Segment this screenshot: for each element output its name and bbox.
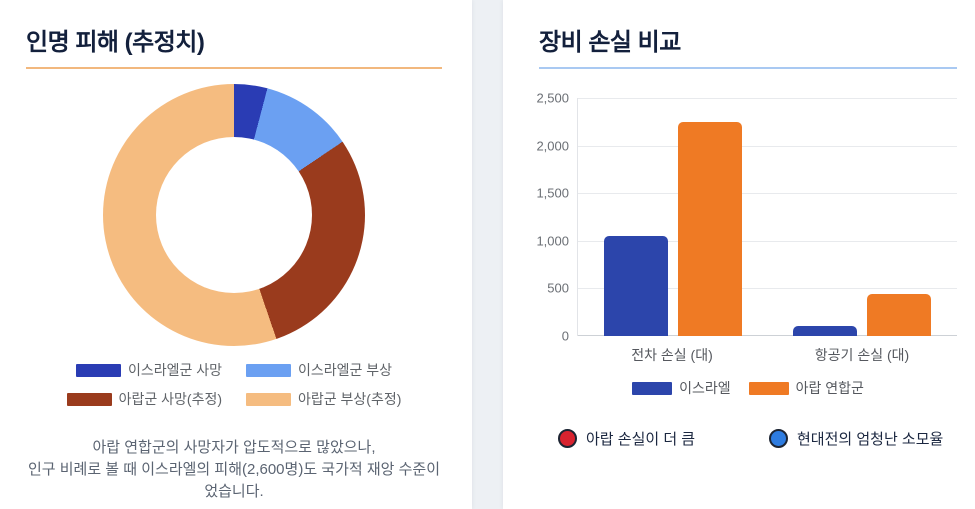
donut-hole (156, 137, 312, 293)
bar-arab-aircraft (867, 294, 932, 336)
gridline (578, 98, 957, 99)
legend-swatch (66, 392, 112, 406)
legend-row: 이스라엘군 사망 이스라엘군 부상 (75, 360, 392, 380)
y-tick: 1,500 (536, 185, 569, 201)
legend-label: 이스라엘군 사망 (127, 362, 222, 378)
y-tick: 1,000 (536, 233, 569, 249)
legend-row: 아랍군 사망(추정) 아랍군 부상(추정) (66, 389, 401, 409)
equipment-bar-chart: 2,500 2,000 1,500 1,000 500 0 (536, 91, 957, 398)
legend-item-israel-wounded: 이스라엘군 부상 (246, 360, 392, 380)
legend-item-arab-wounded: 아랍군 부상(추정) (246, 389, 401, 409)
blue-dot-icon (769, 429, 788, 448)
x-label-aircraft: 항공기 손실 (대) (814, 347, 910, 363)
casualties-legend: 이스라엘군 사망 이스라엘군 부상 아랍군 사망(추정) 아랍군 부상(추정) (26, 360, 442, 409)
red-dot-icon (558, 429, 577, 448)
y-tick: 0 (561, 328, 569, 344)
legend-label: 이스라엘 (679, 380, 731, 396)
bar-israel-tanks (603, 236, 668, 336)
casualties-title-underline (26, 67, 442, 69)
legend-swatch (246, 363, 291, 377)
bar-group-tanks (578, 98, 768, 336)
plot-area (577, 98, 957, 336)
legend-item-israel-deaths: 이스라엘군 사망 (75, 360, 222, 380)
insight-notes: 아랍 손실이 더 큼 현대전의 엄청난 소모율 (539, 428, 957, 449)
panel-divider (472, 0, 503, 509)
legend-label: 아랍군 부상(추정) (298, 391, 402, 407)
legend-swatch (632, 381, 673, 395)
legend-swatch (748, 381, 789, 395)
equipment-title-underline (539, 67, 957, 69)
y-tick: 2,500 (536, 90, 569, 106)
bar-arab-tanks (677, 121, 742, 336)
casualties-donut-chart (103, 84, 365, 346)
note-arab-losses: 아랍 손실이 더 큼 (539, 428, 769, 449)
gridline (578, 288, 957, 290)
note-label: 아랍 손실이 더 큼 (586, 431, 696, 448)
note-attrition-rate: 현대전의 엄청난 소모율 (769, 428, 943, 449)
note-label: 현대전의 엄청난 소모율 (797, 431, 944, 448)
legend-item-arab-coalition: 아랍 연합군 (748, 378, 864, 398)
legend-item-israel: 이스라엘 (632, 378, 731, 398)
bar-israel-aircraft (793, 326, 858, 336)
legend-item-arab-deaths: 아랍군 사망(추정) (66, 389, 222, 409)
casualties-panel: 인명 피해 (추정치) 이스라엘군 사망 이스라엘군 부상 아랍군 사망(추정)… (0, 0, 472, 509)
x-axis-labels: 전차 손실 (대) 항공기 손실 (대) (539, 345, 957, 365)
bar-group-aircraft (768, 98, 958, 336)
gridline (578, 145, 957, 147)
legend-label: 이스라엘군 부상 (298, 362, 393, 378)
casualties-panel-title: 인명 피해 (추정치) (26, 29, 205, 56)
x-label-tanks: 전차 손실 (대) (631, 347, 713, 363)
x-axis-baseline (578, 335, 957, 336)
legend-swatch (75, 363, 121, 377)
y-axis: 2,500 2,000 1,500 1,000 500 0 (536, 91, 577, 344)
bars-layer (578, 98, 957, 336)
equipment-panel: 장비 손실 비교 2,500 2,000 1,500 1,000 500 0 (503, 0, 975, 509)
gridline (578, 240, 957, 242)
equipment-legend: 이스라엘 아랍 연합군 (539, 378, 957, 398)
y-tick: 2,000 (536, 138, 569, 154)
equipment-panel-title: 장비 손실 비교 (539, 29, 681, 56)
legend-label: 아랍 연합군 (795, 380, 864, 396)
legend-label: 아랍군 사망(추정) (118, 391, 222, 407)
gridline (578, 193, 957, 195)
y-tick: 500 (547, 280, 569, 296)
legend-swatch (246, 392, 291, 406)
plot-row: 2,500 2,000 1,500 1,000 500 0 (536, 91, 957, 344)
casualties-caption: 아랍 연합군의 사망자가 압도적으로 많았으나, 인구 비례로 볼 때 이스라엘… (27, 439, 441, 500)
